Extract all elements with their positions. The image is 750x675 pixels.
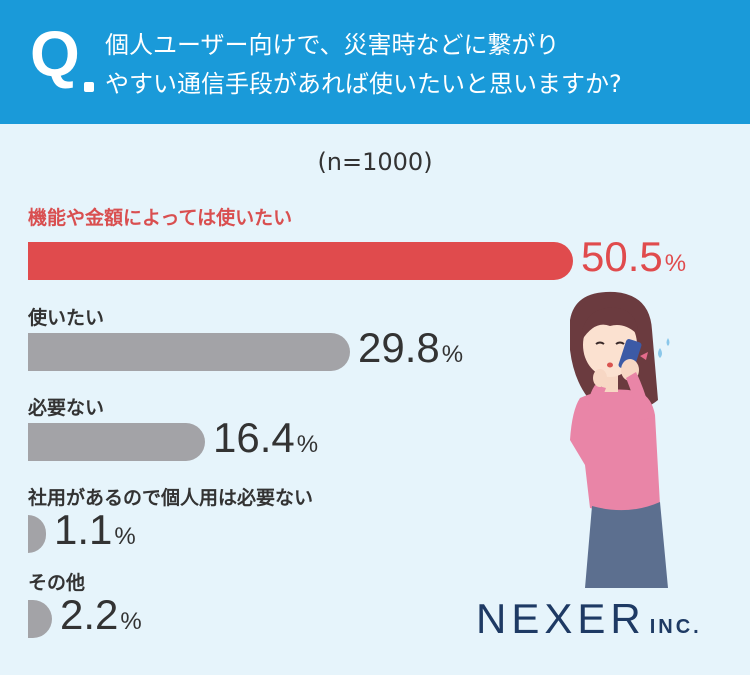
value-unit: % xyxy=(664,250,687,277)
bar xyxy=(28,333,350,371)
category-label: 必要ない xyxy=(28,397,105,419)
value-label: 16.4% xyxy=(213,417,318,459)
question-line-2: やすい通信手段があれば使いたいと思いますか? xyxy=(105,70,622,98)
bar xyxy=(28,423,205,461)
sample-size: (n=1000) xyxy=(317,148,433,176)
q-mark: Q xyxy=(30,18,80,90)
value-unit: % xyxy=(296,431,319,458)
logo-sub: INC. xyxy=(649,616,702,638)
value-number: 16.4 xyxy=(213,414,295,461)
value-number: 29.8 xyxy=(358,324,440,371)
bar xyxy=(28,515,46,553)
bar xyxy=(28,242,573,280)
logo-main: NEXER xyxy=(476,595,646,642)
category-label: その他 xyxy=(28,572,86,594)
value-label: 29.8% xyxy=(358,327,463,369)
woman-on-phone-illustration xyxy=(570,291,670,588)
category-label: 使いたい xyxy=(28,307,105,329)
bar xyxy=(28,600,52,638)
value-label: 1.1% xyxy=(54,509,136,551)
value-unit: % xyxy=(120,608,142,635)
value-label: 2.2% xyxy=(60,594,142,636)
value-number: 50.5 xyxy=(581,233,663,280)
nexer-logo: NEXER INC. xyxy=(476,598,702,640)
value-unit: % xyxy=(114,523,136,550)
value-number: 1.1 xyxy=(54,506,113,553)
q-dot xyxy=(84,82,94,92)
question-header: Q 個人ユーザー向けで、災害時などに繋がり やすい通信手段があれば使いたいと思い… xyxy=(0,0,750,124)
category-label: 機能や金額によっては使いたい xyxy=(28,207,293,229)
category-label: 社用があるので個人用は必要ない xyxy=(28,487,314,509)
question-line-1: 個人ユーザー向けで、災害時などに繋がり xyxy=(105,31,560,59)
value-number: 2.2 xyxy=(60,591,119,638)
value-label: 50.5% xyxy=(581,236,686,278)
value-unit: % xyxy=(441,341,464,368)
